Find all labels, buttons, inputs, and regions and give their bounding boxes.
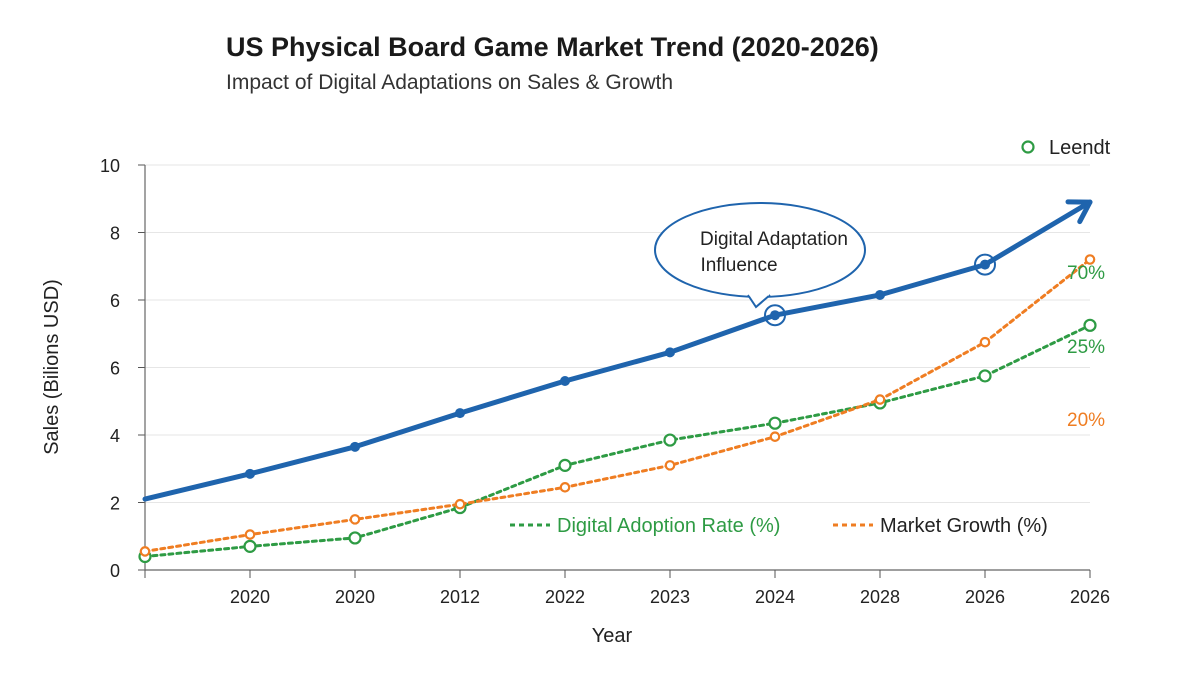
callout-bubble — [654, 202, 866, 298]
series-sales — [142, 199, 1093, 502]
x-tick-label: 2026 — [965, 587, 1005, 607]
series-digital-point — [558, 458, 572, 472]
y-tick-label: 8 — [110, 224, 120, 244]
series-growth-point — [454, 498, 466, 510]
x-tick-label: 2012 — [440, 587, 480, 607]
series-sales-point — [560, 376, 570, 386]
series-sales-highlight-ring — [764, 304, 786, 327]
end-label-digital: 25% — [1067, 337, 1105, 358]
y-tick-label: 2 — [110, 494, 120, 514]
y-tick-label: 6 — [110, 291, 120, 311]
series-legend-growth: Market Growth (%) — [833, 515, 1048, 537]
chart-title: US Physical Board Game Market Trend (202… — [226, 32, 879, 62]
legend-marker-icon — [1021, 140, 1035, 154]
x-tick-label: 2023 — [650, 587, 690, 607]
series-sales-point — [245, 468, 255, 479]
series-legend-digital: Digital Adoption Rate (%) — [510, 515, 780, 537]
series-growth-point — [1084, 254, 1096, 265]
y-tick-label: 0 — [110, 561, 120, 581]
series-sales-point — [770, 310, 780, 321]
series-growth-point — [244, 529, 256, 540]
y-tick-label: 6 — [110, 359, 120, 379]
series-sales-highlight-ring — [974, 253, 996, 276]
series-sales-line — [142, 199, 1093, 502]
end-label-growth: 20% — [1067, 410, 1105, 431]
series-sales-point — [980, 259, 990, 270]
series-growth-point — [664, 460, 676, 471]
axes — [138, 164, 1091, 578]
series-sales-point — [350, 441, 360, 452]
series — [138, 199, 1097, 564]
x-tick-label: 2022 — [545, 587, 585, 607]
series-growth-point — [559, 482, 571, 493]
tick-labels: 0 2 4 6 6 8 10 2020 2020 2012 2022 2023 2024 2028 2026… — [100, 156, 1110, 607]
legend-digital-label: Digital Adoption Rate (%) — [557, 515, 780, 537]
x-tick-label: 2026 — [1070, 587, 1110, 607]
x-tick-label: 2020 — [335, 587, 375, 607]
series-sales-point — [455, 408, 465, 419]
series-sales-point — [665, 347, 675, 358]
series-growth — [139, 254, 1096, 557]
callout-pointer — [747, 294, 771, 309]
series-digital-point — [663, 433, 677, 447]
x-tick-label: 2024 — [755, 587, 795, 607]
callout-line-1: Digital Adaptation — [700, 229, 848, 250]
series-growth-point — [139, 546, 151, 557]
legend-growth-label: Market Growth (%) — [880, 515, 1048, 537]
series-digital-point — [768, 416, 782, 430]
series-digital-point — [243, 539, 257, 553]
series-growth-line — [143, 258, 1092, 553]
annotation-callout: Digital Adaptation Influence — [654, 202, 866, 309]
series-growth-point — [979, 336, 991, 348]
series-growth-point — [874, 394, 886, 405]
x-tick-label: 2028 — [860, 587, 900, 607]
series-growth-point — [349, 514, 361, 525]
legend: Leendt — [1021, 137, 1111, 159]
series-growth-point — [769, 431, 781, 442]
series-sales-arrowhead — [1065, 199, 1093, 225]
series-sales-point — [875, 289, 885, 300]
callout-line-2: Influence — [700, 255, 777, 276]
chart-subtitle: Impact of Digital Adaptations on Sales &… — [226, 71, 673, 94]
y-axis-label: Sales (Bilions USD) — [41, 279, 63, 455]
y-tick-label: 4 — [110, 426, 120, 446]
legend-label: Leendt — [1049, 137, 1111, 159]
y-tick-label: 10 — [100, 156, 120, 176]
x-axis-label: Year — [592, 625, 633, 647]
x-tick-label: 2020 — [230, 587, 270, 607]
series-digital-line — [143, 323, 1092, 558]
series-digital-point — [978, 369, 992, 383]
series-digital-point — [348, 531, 362, 545]
end-label-70: 70% — [1067, 263, 1105, 284]
series-digital-point — [1083, 318, 1097, 332]
